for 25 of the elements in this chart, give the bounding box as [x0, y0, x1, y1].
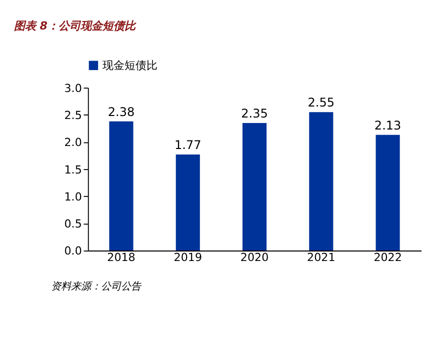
- legend-label: 现金短债比: [102, 59, 158, 72]
- x-tick-label: 2019: [174, 251, 202, 264]
- y-tick-label: 1.0: [64, 190, 82, 204]
- x-tick-label: 2021: [307, 251, 336, 264]
- y-tick-label: 2.0: [64, 136, 82, 150]
- bar: [176, 154, 200, 251]
- data-label: 2.35: [241, 106, 268, 120]
- data-label: 2.38: [108, 104, 135, 119]
- chart-title: 图表 8：公司现金短债比: [14, 19, 136, 32]
- bar: [109, 121, 134, 251]
- data-label: 2.55: [308, 96, 335, 110]
- y-tick-label: 2.5: [64, 108, 82, 122]
- data-label: 1.77: [174, 138, 202, 152]
- y-tick-label: 1.5: [64, 163, 82, 176]
- y-tick-label: 0.5: [64, 218, 82, 231]
- data-label: 2.13: [374, 118, 402, 132]
- bar: [309, 112, 334, 251]
- x-tick-label: 2018: [107, 251, 136, 264]
- x-tick-label: 2022: [374, 251, 402, 264]
- y-tick-label: 0.0: [64, 244, 82, 258]
- y-tick-label: 3.0: [64, 82, 82, 95]
- x-tick-label: 2020: [240, 251, 269, 264]
- text: 资料来源：公司公告: [50, 280, 142, 292]
- bar: [376, 134, 400, 251]
- bar: [242, 122, 267, 251]
